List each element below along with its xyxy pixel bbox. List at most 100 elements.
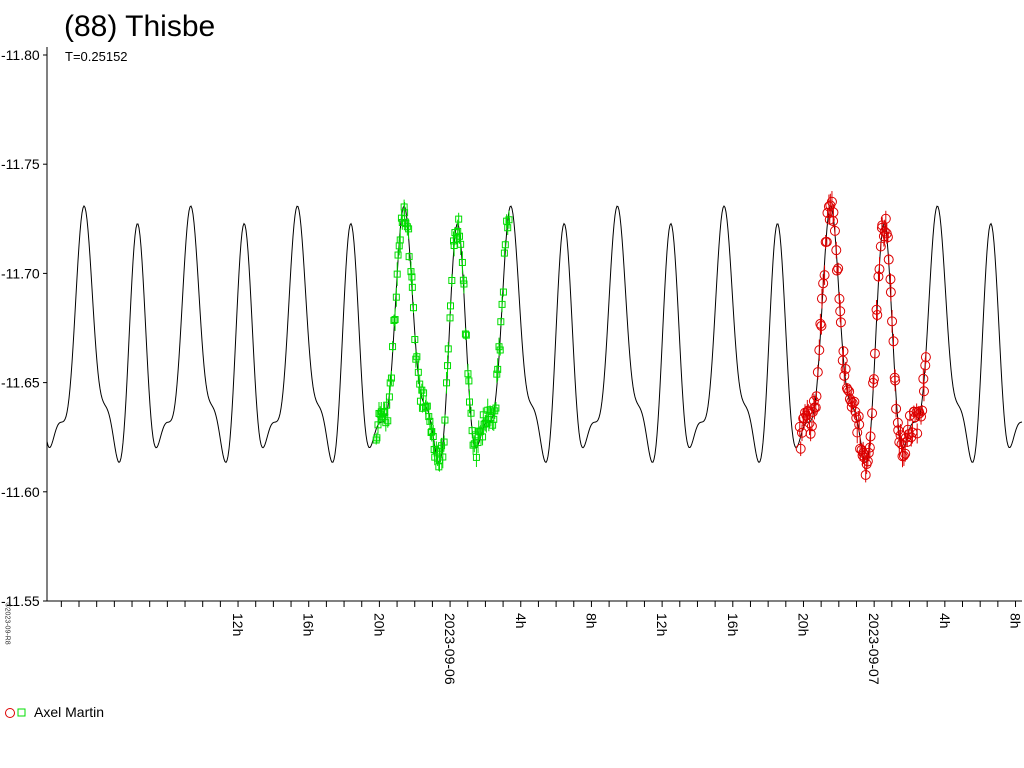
x-tick-label: 8h xyxy=(583,613,599,629)
data-point xyxy=(810,402,821,413)
data-point xyxy=(467,409,475,417)
data-point xyxy=(465,377,473,385)
data-point xyxy=(386,379,394,387)
data-point xyxy=(429,432,437,440)
x-ticks: 12h 16h 20h 2023-09-06 4h 8h 12h 16h 20h 2023-09-… xyxy=(60,601,1024,685)
data-point xyxy=(426,417,434,425)
data-point xyxy=(422,403,430,411)
data-point xyxy=(834,293,845,304)
y-tick-label: -11.60 xyxy=(1,484,40,500)
y-tick-label: -11.80 xyxy=(1,47,40,63)
data-point xyxy=(841,383,852,394)
data-point xyxy=(891,403,902,414)
data-point xyxy=(795,443,806,454)
y-tick-label: -11.55 xyxy=(1,593,40,609)
data-point xyxy=(470,440,478,448)
data-point xyxy=(459,276,467,284)
data-point xyxy=(411,336,419,344)
data-point xyxy=(828,207,839,218)
x-tick-label: 2023-09-07 xyxy=(866,613,882,685)
data-point xyxy=(882,232,893,243)
data-point xyxy=(816,320,827,331)
data-point xyxy=(874,264,885,275)
data-point xyxy=(912,428,923,439)
data-point xyxy=(464,370,472,378)
data-point xyxy=(863,447,874,458)
data-point xyxy=(499,288,507,296)
data-point xyxy=(822,207,833,218)
period-label: T=0.25152 xyxy=(65,49,128,64)
data-point xyxy=(846,396,857,407)
data-point xyxy=(477,427,485,435)
legend-label: Axel Martin xyxy=(34,704,105,720)
data-point xyxy=(503,217,511,225)
data-point xyxy=(798,412,809,423)
data-point xyxy=(879,226,890,237)
data-point xyxy=(439,453,447,461)
data-point xyxy=(893,425,904,436)
data-point xyxy=(420,389,428,397)
legend-markers-icon xyxy=(5,708,26,718)
data-point xyxy=(398,219,406,227)
series-green-points xyxy=(372,199,513,472)
data-point xyxy=(492,404,500,412)
data-point xyxy=(917,405,928,416)
data-point xyxy=(839,370,850,381)
data-point xyxy=(498,300,506,308)
data-point xyxy=(835,306,846,317)
data-point xyxy=(393,270,401,278)
data-point xyxy=(496,346,504,354)
data-point xyxy=(873,271,884,282)
data-point xyxy=(382,419,390,427)
data-point xyxy=(413,353,421,361)
data-point xyxy=(472,453,480,461)
data-point xyxy=(920,352,931,363)
data-point xyxy=(854,419,865,430)
data-point xyxy=(826,196,837,207)
data-point xyxy=(852,427,863,438)
x-tick-label: 12h xyxy=(230,613,246,636)
data-point xyxy=(456,232,464,240)
data-point xyxy=(446,314,454,322)
data-point xyxy=(443,379,451,387)
data-point xyxy=(447,302,455,310)
data-point xyxy=(875,241,886,252)
data-point xyxy=(864,442,875,453)
data-point xyxy=(485,416,493,424)
data-point xyxy=(840,364,851,375)
data-point xyxy=(457,240,465,248)
data-point xyxy=(458,258,466,266)
data-point xyxy=(816,293,827,304)
data-point xyxy=(387,374,395,382)
data-point xyxy=(918,386,929,397)
data-point xyxy=(900,432,911,443)
data-point xyxy=(805,428,816,439)
x-tick-label: 8h xyxy=(1008,613,1024,629)
data-point xyxy=(405,225,413,233)
data-point xyxy=(847,398,858,409)
data-point xyxy=(872,310,883,321)
data-point xyxy=(831,265,842,276)
y-ticks: -11.80 -11.75 -11.70 -11.65 -11.60 -11.55 xyxy=(1,47,47,609)
legend: Axel Martin xyxy=(4,704,104,720)
data-point xyxy=(450,242,458,250)
data-point xyxy=(466,398,474,406)
data-point xyxy=(858,447,869,458)
data-point xyxy=(374,421,382,429)
model-line xyxy=(46,205,1023,464)
chart-axes xyxy=(46,47,1022,602)
data-point xyxy=(918,373,929,384)
x-tick-label: 2023-09-06 xyxy=(442,613,458,685)
data-point xyxy=(384,417,392,425)
data-point xyxy=(434,455,442,463)
data-point xyxy=(819,270,830,281)
data-point xyxy=(454,228,462,236)
data-point xyxy=(479,433,487,441)
data-point xyxy=(462,331,470,339)
data-point xyxy=(814,345,825,356)
data-point xyxy=(440,438,448,446)
data-point xyxy=(815,318,826,329)
data-point xyxy=(401,209,409,217)
model-curve xyxy=(46,205,1023,464)
data-point xyxy=(490,415,498,423)
